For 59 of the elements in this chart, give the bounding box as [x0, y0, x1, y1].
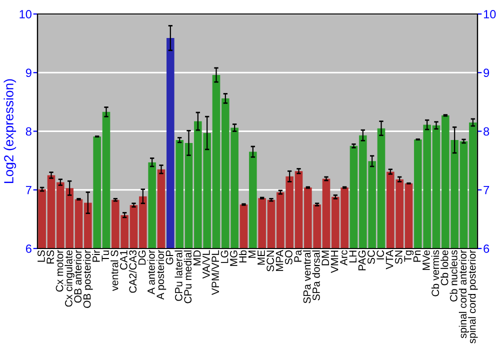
y2-tick-label: 9	[484, 68, 490, 78]
x-tick-label: LS	[38, 250, 45, 262]
y-tick-label: 6	[26, 244, 32, 253]
y-tick-label: 7	[26, 186, 32, 194]
x-tick-label: MD	[193, 250, 201, 266]
y2-tick-label: 8	[484, 127, 490, 136]
x-tick-label: MPA	[276, 250, 284, 271]
y-tick-label: 10	[20, 10, 32, 18]
y-tick-label: 8	[26, 127, 32, 136]
x-tick-label: spinal cord posterior	[468, 250, 478, 344]
x-tick-label: A posterior	[156, 250, 166, 300]
x-tick-label: OB anterior	[74, 250, 82, 303]
x-tick-label: Cx cingulate	[64, 250, 74, 307]
x-tick-label: Pir	[92, 250, 100, 262]
x-tick-label: A anterior	[147, 250, 155, 294]
x-tick-label: IC	[376, 250, 384, 260]
x-tick-label: GP	[166, 250, 174, 264]
x-tick-label: LG	[220, 250, 228, 263]
x-tick-label: Tg	[404, 250, 414, 262]
x-tick-label: Cb nucleus	[450, 250, 458, 302]
x-tick-label: Arc	[340, 250, 348, 266]
x-tick-label: CA1	[120, 250, 128, 270]
x-tick-label: SO	[285, 250, 292, 264]
x-tick-label: Pa	[294, 250, 302, 262]
x-tick-label: Cx motor	[56, 250, 64, 292]
x-tick-label: DG	[138, 250, 146, 265]
x-tick-label: MVe	[422, 250, 430, 270]
x-tick-label: M	[248, 250, 256, 258]
y2-tick-label: 10	[484, 10, 496, 18]
x-tick-label: SC	[368, 250, 375, 264]
x-tick-label: RS	[46, 250, 54, 264]
x-tick-label: SPa ventral	[303, 250, 311, 304]
x-tick-label: LH	[349, 250, 356, 262]
x-tick-label: CPu medial	[184, 250, 192, 304]
x-tick-label: Cb vermis	[431, 250, 440, 296]
x-tick-label: MG	[230, 250, 238, 266]
x-tick-label: ventral S	[110, 250, 118, 291]
x-tick-label: PAG	[358, 250, 366, 270]
x-tick-label: DM	[322, 250, 329, 266]
x-tick-label: spinal cord anterior	[458, 250, 469, 338]
x-tick-label: VPM/VPL	[211, 250, 220, 295]
y2-tick-label: 7	[484, 186, 490, 194]
x-tick-label: VMH	[330, 250, 338, 273]
x-tick-label: VTA	[386, 250, 394, 270]
x-tick-label: SN	[395, 250, 402, 264]
x-tick-label: Hb	[238, 250, 247, 262]
x-tick-label: CA2/CA3	[128, 250, 137, 293]
x-tick-label: SCN	[266, 250, 274, 272]
y-tick-label: 9	[26, 68, 32, 78]
x-tick-label: Cb lobe	[440, 250, 448, 286]
x-tick-label: SPa dorsal	[312, 250, 320, 300]
x-tick-label: Pn	[413, 250, 421, 262]
x-tick-label: CPu lateral	[174, 250, 182, 301]
x-tick-label: OB posterior	[83, 250, 93, 308]
x-tick-label: ME	[258, 250, 265, 265]
y2-tick-label: 6	[484, 244, 490, 253]
x-tick-label: Tu	[102, 250, 110, 262]
x-tick-label: VA/VL	[202, 250, 210, 279]
y-axis-title: Log2 (expression)	[4, 79, 16, 183]
